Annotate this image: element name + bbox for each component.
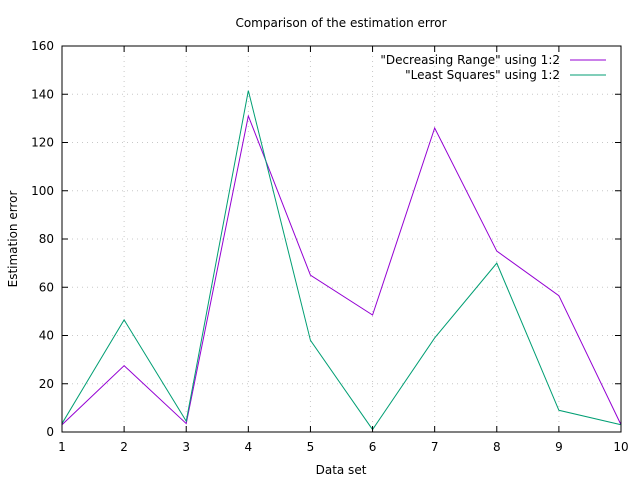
legend-entry-label: "Least Squares" using 1:2 xyxy=(405,68,560,82)
y-tick-label: 140 xyxy=(31,87,54,101)
legend-entry-label: "Decreasing Range" using 1:2 xyxy=(380,53,560,67)
x-tick-label: 5 xyxy=(307,440,315,454)
y-tick-label: 40 xyxy=(39,329,54,343)
x-tick-label: 7 xyxy=(431,440,439,454)
chart-title: Comparison of the estimation error xyxy=(235,16,446,30)
x-tick-label: 8 xyxy=(493,440,501,454)
y-tick-label: 20 xyxy=(39,377,54,391)
x-axis-label: Data set xyxy=(316,463,367,477)
x-tick-label: 10 xyxy=(613,440,628,454)
y-tick-label: 0 xyxy=(46,425,54,439)
x-tick-label: 4 xyxy=(245,440,253,454)
x-tick-label: 6 xyxy=(369,440,377,454)
y-tick-label: 120 xyxy=(31,136,54,150)
axis-ticks xyxy=(61,45,622,433)
y-tick-label: 80 xyxy=(39,232,54,246)
x-tick-label: 2 xyxy=(120,440,128,454)
grid-lines xyxy=(62,46,621,432)
series-line-1 xyxy=(61,114,622,426)
legend: "Decreasing Range" using 1:2"Least Squar… xyxy=(380,53,606,82)
x-tick-label: 3 xyxy=(182,440,190,454)
series-lines xyxy=(61,90,622,431)
series-line-2 xyxy=(61,90,622,431)
y-tick-label: 60 xyxy=(39,280,54,294)
tick-labels: 0 20 40 60 80 100 120 140 160 1 2 3 4 5 6 7 8 9 10 xyxy=(31,39,629,454)
y-tick-label: 160 xyxy=(31,39,54,53)
x-tick-label: 9 xyxy=(555,440,563,454)
y-axis-label: Estimation error xyxy=(6,191,20,288)
x-tick-label: 1 xyxy=(58,440,66,454)
y-tick-label: 100 xyxy=(31,184,54,198)
